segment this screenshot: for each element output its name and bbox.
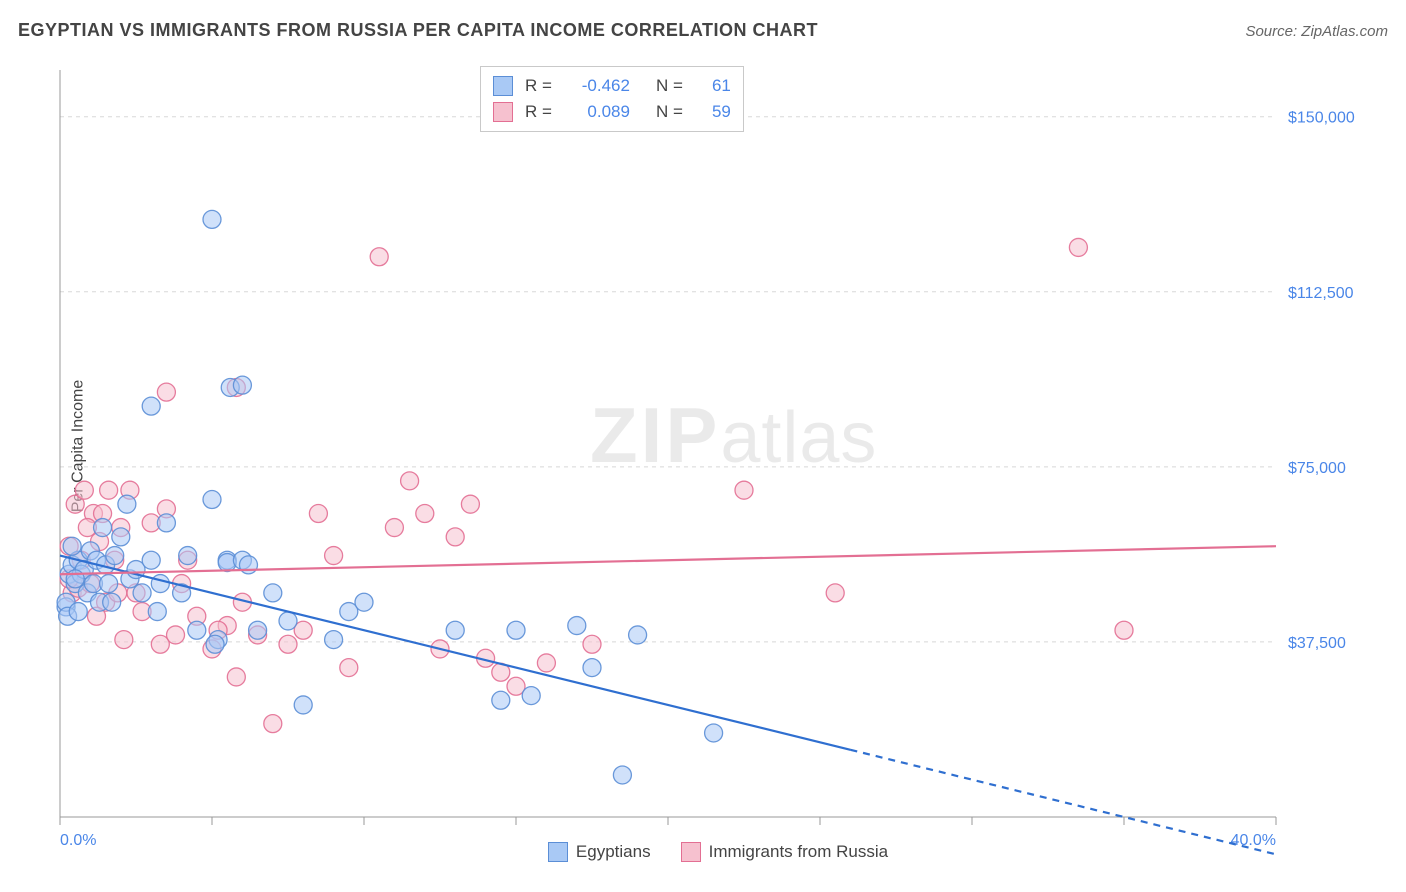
scatter-chart: $37,500$75,000$112,500$150,0000.0%40.0%: [50, 60, 1386, 862]
chart-title: EGYPTIAN VS IMMIGRANTS FROM RUSSIA PER C…: [18, 20, 818, 41]
svg-text:$37,500: $37,500: [1288, 635, 1346, 652]
svg-text:$75,000: $75,000: [1288, 460, 1346, 477]
legend-item-russia: Immigrants from Russia: [681, 842, 888, 862]
n-label: N =: [656, 73, 683, 99]
legend-label: Egyptians: [576, 842, 651, 862]
correlation-legend: R = -0.462 N = 61 R = 0.089 N = 59: [480, 66, 744, 132]
legend-label: Immigrants from Russia: [709, 842, 888, 862]
svg-text:$150,000: $150,000: [1288, 110, 1355, 127]
r-label: R =: [525, 99, 552, 125]
r-value: 0.089: [568, 99, 630, 125]
chart-container: $37,500$75,000$112,500$150,0000.0%40.0% …: [50, 60, 1386, 862]
svg-text:$112,500: $112,500: [1288, 285, 1354, 302]
r-value: -0.462: [568, 73, 630, 99]
r-label: R =: [525, 73, 552, 99]
swatch-icon: [681, 842, 701, 862]
n-value: 61: [699, 73, 731, 99]
swatch-icon: [493, 102, 513, 122]
n-label: N =: [656, 99, 683, 125]
series-legend: Egyptians Immigrants from Russia: [50, 842, 1386, 862]
swatch-icon: [548, 842, 568, 862]
legend-item-egyptians: Egyptians: [548, 842, 651, 862]
n-value: 59: [699, 99, 731, 125]
swatch-icon: [493, 76, 513, 96]
source-label: Source: ZipAtlas.com: [1245, 23, 1388, 40]
